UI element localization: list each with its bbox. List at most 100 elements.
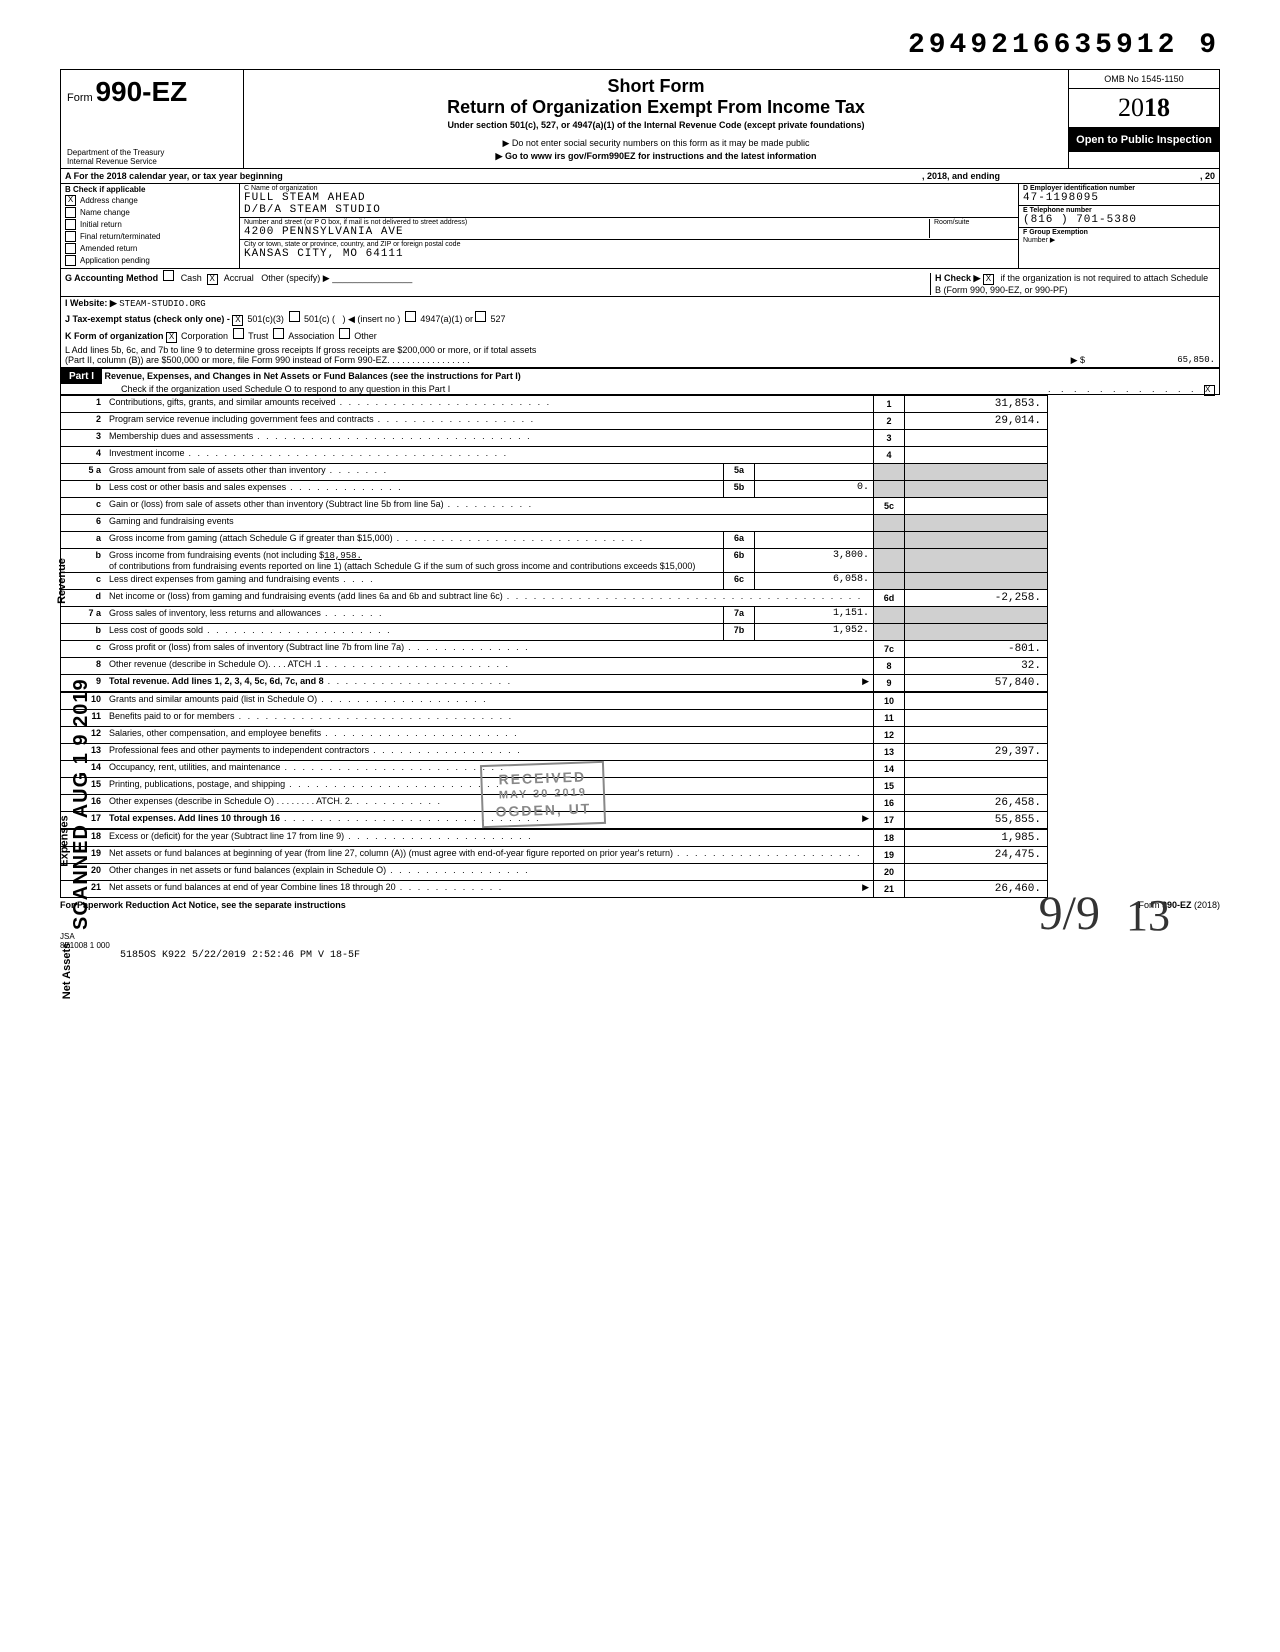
row-4-num: 4 [61, 447, 105, 463]
row-3-num: 3 [61, 430, 105, 446]
section-b-header: B Check if applicable [65, 185, 235, 194]
row-2-rval: 29,014. [904, 413, 1047, 429]
row-7c-num: c [61, 641, 105, 657]
row-12-num: 12 [61, 727, 105, 743]
row-17-arrow: ▶ [862, 813, 869, 824]
checkbox-initial-return[interactable] [65, 219, 76, 230]
line-g-h: G Accounting Method Cash X Accrual Other… [60, 269, 1220, 297]
row-7b-inum: 7b [723, 624, 754, 640]
row-1-desc: Contributions, gifts, grants, and simila… [109, 397, 336, 407]
checkbox-corporation[interactable]: X [166, 332, 177, 343]
row-11-num: 11 [61, 710, 105, 726]
row-4-desc: Investment income [109, 448, 185, 458]
row-9-num: 9 [61, 675, 105, 691]
phone-label: E Telephone number [1023, 207, 1215, 214]
row-5a-ival [754, 464, 873, 480]
line-g-label: G Accounting Method [65, 273, 158, 283]
ein-label: D Employer identification number [1023, 185, 1215, 192]
row-4-rval [904, 447, 1047, 463]
row-5b-shade-val [904, 481, 1047, 497]
row-21-num: 21 [61, 881, 105, 897]
footer-bottom: 5185OS K922 5/22/2019 2:52:46 PM V 18-5F [120, 950, 1220, 961]
row-5a: 5 a Gross amount from sale of assets oth… [61, 463, 1047, 480]
form-meta-block: OMB No 1545-1150 2018 Open to Public Ins… [1069, 70, 1219, 168]
line-k-label: K Form of organization [65, 331, 164, 341]
checkbox-association[interactable] [273, 328, 284, 339]
row-19-rval: 24,475. [904, 847, 1047, 863]
checkbox-501c[interactable] [289, 311, 300, 322]
line-j: J Tax-exempt status (check only one) - X… [60, 310, 1220, 327]
label-corporation: Corporation [181, 331, 228, 341]
row-5b-desc: Less cost or other basis and sales expen… [109, 482, 286, 492]
checkbox-cash[interactable] [163, 270, 174, 281]
checkbox-501c3[interactable]: X [232, 315, 243, 326]
signature-2: 13 [1126, 890, 1170, 941]
row-17: 17 Total expenses. Add lines 10 through … [61, 811, 1047, 829]
ein-value: 47-1198095 [1023, 192, 1215, 204]
checkbox-527[interactable] [475, 311, 486, 322]
row-5c-rnum: 5c [873, 498, 904, 514]
addr-label: Number and street (or P O box, if mail i… [244, 219, 929, 226]
row-11: 11 Benefits paid to or for members. . . … [61, 709, 1047, 726]
row-6-num: 6 [61, 515, 105, 531]
row-6a-desc: Gross income from gaming (attach Schedul… [109, 533, 393, 543]
website-note: ▶ Go to www irs gov/Form990EZ for instru… [254, 151, 1058, 162]
row-21-arrow: ▶ [862, 882, 869, 893]
label-527: 527 [490, 314, 505, 324]
checkbox-application-pending[interactable] [65, 255, 76, 266]
footer-left: For Paperwork Reduction Act Notice, see … [60, 900, 346, 910]
row-21-rval: 26,460. [904, 881, 1047, 897]
part-1-check-text: Check if the organization used Schedule … [121, 384, 450, 394]
short-form-label: Short Form [254, 76, 1058, 97]
form-title-block: Short Form Return of Organization Exempt… [244, 70, 1069, 168]
row-6b: b Gross income from fundraising events (… [61, 548, 1047, 572]
row-13-desc: Professional fees and other payments to … [109, 745, 369, 755]
checkbox-4947[interactable] [405, 311, 416, 322]
row-5a-inum: 5a [723, 464, 754, 480]
row-5b-ival: 0. [754, 481, 873, 497]
row-6a-num: a [61, 532, 105, 548]
label-amended-return: Amended return [80, 244, 137, 253]
row-10: 10 Grants and similar amounts paid (list… [61, 692, 1047, 709]
checkbox-name-change[interactable] [65, 207, 76, 218]
checkbox-final-return[interactable] [65, 231, 76, 242]
year-bold: 18 [1144, 93, 1170, 122]
row-6a-shade-val [904, 532, 1047, 548]
row-5b-num: b [61, 481, 105, 497]
department-text: Department of the TreasuryInternal Reven… [67, 148, 164, 166]
checkbox-schedule-o[interactable]: X [1204, 385, 1215, 396]
row-6-desc: Gaming and fundraising events [109, 516, 234, 526]
row-6c: c Less direct expenses from gaming and f… [61, 572, 1047, 589]
row-19: 19 Net assets or fund balances at beginn… [61, 846, 1047, 863]
row-6b-desc-post: of contributions from fundraising events… [109, 561, 695, 571]
signature-1: 9/9 [1039, 886, 1100, 941]
row-6b-desc-val: 18,958. [324, 551, 362, 561]
row-15-num: 15 [61, 778, 105, 794]
row-7a-desc: Gross sales of inventory, less returns a… [109, 608, 321, 618]
row-16-rnum: 16 [873, 795, 904, 811]
row-2-desc: Program service revenue including govern… [109, 414, 374, 424]
row-20-rnum: 20 [873, 864, 904, 880]
label-trust: Trust [248, 331, 268, 341]
row-18-rnum: 18 [873, 830, 904, 846]
checkbox-amended-return[interactable] [65, 243, 76, 254]
checkbox-address-change[interactable]: X [65, 195, 76, 206]
checkbox-schedule-b[interactable]: X [983, 274, 994, 285]
form-title: Return of Organization Exempt From Incom… [254, 97, 1058, 118]
calendar-year-line: A For the 2018 calendar year, or tax yea… [60, 169, 1220, 184]
row-5a-num: 5 a [61, 464, 105, 480]
row-20-rval [904, 864, 1047, 880]
checkbox-trust[interactable] [233, 328, 244, 339]
row-16: 16 Other expenses (describe in Schedule … [61, 794, 1047, 811]
checkbox-accrual[interactable]: X [207, 274, 218, 285]
checkbox-other-org[interactable] [339, 328, 350, 339]
row-4-rnum: 4 [873, 447, 904, 463]
row-19-desc: Net assets or fund balances at beginning… [109, 848, 673, 858]
row-6b-ival: 3,800. [754, 549, 873, 572]
org-city: KANSAS CITY, MO 64111 [244, 248, 1014, 260]
row-10-rval [904, 693, 1047, 709]
document-id: 2949216635912 9 [60, 30, 1220, 61]
row-13-rnum: 13 [873, 744, 904, 760]
row-7a-inum: 7a [723, 607, 754, 623]
form-number: 990-EZ [95, 76, 187, 107]
